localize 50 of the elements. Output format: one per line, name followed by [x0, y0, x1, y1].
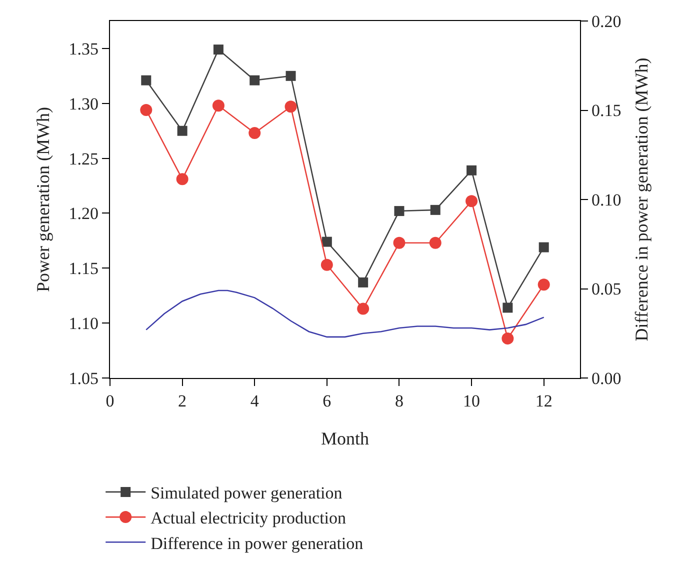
x-tick-label: 10: [463, 392, 480, 410]
y2-tick-label: 0.10: [592, 190, 622, 210]
y2-axis-title: Difference in power generation (MWh): [631, 58, 652, 342]
point: [393, 236, 406, 249]
point: [322, 236, 332, 247]
x-tick-label: 8: [394, 392, 404, 410]
x-axis-title: Month: [320, 428, 370, 449]
point: [284, 100, 297, 113]
point: [394, 206, 404, 216]
point: [358, 277, 368, 288]
line-series: [146, 290, 544, 338]
y-axis-title: Power generation (MWh): [32, 107, 53, 292]
point: [357, 302, 370, 315]
legend-label: Actual electricity production: [150, 508, 347, 528]
y-tick-label: 1.05: [68, 368, 98, 388]
y-tick-label: 1.20: [68, 204, 98, 224]
point: [177, 126, 188, 136]
y2-tick-label: 0.20: [592, 12, 622, 31]
point: [502, 332, 514, 344]
point: [213, 44, 224, 55]
point: [286, 70, 296, 81]
y-tick-label: 1.15: [68, 259, 98, 278]
y-tick-label: 1.25: [68, 149, 98, 168]
point: [212, 100, 224, 112]
point: [250, 75, 260, 86]
point: [176, 173, 188, 186]
point: [466, 195, 478, 208]
y-tick-label: 1.10: [68, 314, 98, 334]
x-tick-label: 0: [106, 392, 114, 410]
legend-label: Difference in power generation: [150, 534, 364, 553]
point: [141, 75, 152, 86]
point: [502, 302, 513, 313]
point: [320, 258, 333, 271]
point: [538, 242, 549, 252]
legend-label: Simulated power generation: [150, 484, 343, 503]
y2-tick-label: 0.05: [592, 280, 622, 299]
point: [429, 236, 442, 249]
point: [430, 204, 440, 215]
x-tick-label: 4: [250, 392, 260, 410]
point: [538, 278, 550, 291]
y2-tick-label: 0.15: [592, 101, 622, 120]
x-tick-label: 2: [178, 392, 187, 410]
point: [140, 104, 152, 116]
point: [466, 165, 477, 176]
y-tick-label: 1.35: [68, 39, 98, 58]
x-tick-label: 12: [535, 392, 552, 410]
point: [248, 127, 261, 140]
x-tick-label: 6: [322, 392, 332, 410]
y-tick-label: 1.30: [68, 94, 98, 114]
y2-tick-label: 0.00: [592, 368, 622, 388]
